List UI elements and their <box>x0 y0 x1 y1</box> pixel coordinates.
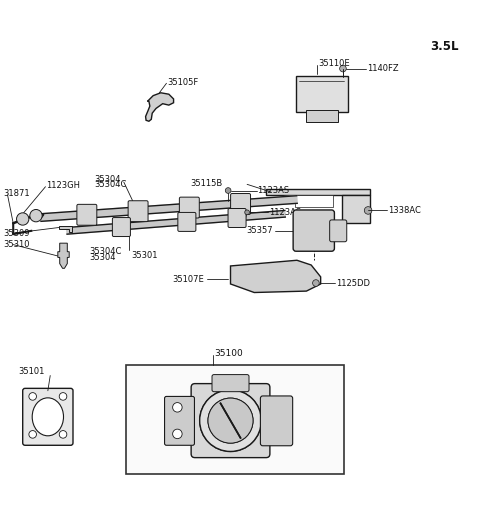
Text: 35101: 35101 <box>18 367 45 376</box>
FancyBboxPatch shape <box>296 76 348 112</box>
Circle shape <box>340 65 346 72</box>
Text: 35309: 35309 <box>3 229 30 238</box>
Circle shape <box>312 280 319 286</box>
FancyBboxPatch shape <box>77 205 97 225</box>
Text: 1123AS: 1123AS <box>258 186 289 195</box>
Circle shape <box>59 430 67 438</box>
Circle shape <box>173 403 182 412</box>
Circle shape <box>30 209 42 222</box>
Text: 35107E: 35107E <box>173 275 204 284</box>
Circle shape <box>173 429 182 439</box>
PathPatch shape <box>145 93 174 121</box>
FancyBboxPatch shape <box>128 201 148 222</box>
FancyBboxPatch shape <box>165 396 194 445</box>
Text: 1125DD: 1125DD <box>336 279 370 288</box>
Text: 35304: 35304 <box>94 174 120 183</box>
Circle shape <box>245 210 250 215</box>
Polygon shape <box>40 196 297 222</box>
Text: 35100: 35100 <box>215 349 243 358</box>
Text: 35304C: 35304C <box>89 247 121 256</box>
Text: 31871: 31871 <box>3 189 30 198</box>
FancyBboxPatch shape <box>306 110 338 122</box>
Circle shape <box>29 393 36 400</box>
Polygon shape <box>59 226 72 232</box>
Ellipse shape <box>32 398 63 436</box>
FancyBboxPatch shape <box>330 220 347 242</box>
FancyBboxPatch shape <box>228 208 246 227</box>
Text: 35301: 35301 <box>131 252 157 260</box>
Circle shape <box>59 393 67 400</box>
Text: 35105F: 35105F <box>168 78 199 87</box>
Text: 1140FZ: 1140FZ <box>367 64 398 73</box>
FancyBboxPatch shape <box>212 375 249 392</box>
Ellipse shape <box>200 390 261 452</box>
Polygon shape <box>230 260 321 293</box>
FancyBboxPatch shape <box>178 213 196 232</box>
FancyBboxPatch shape <box>23 388 73 445</box>
Text: 35310: 35310 <box>3 240 30 249</box>
Text: 35304: 35304 <box>89 253 116 262</box>
Ellipse shape <box>208 398 253 443</box>
Ellipse shape <box>208 398 253 443</box>
Polygon shape <box>342 195 371 223</box>
Circle shape <box>364 207 372 214</box>
FancyBboxPatch shape <box>230 193 251 215</box>
Text: 35357: 35357 <box>247 226 273 235</box>
Circle shape <box>16 213 29 225</box>
Text: 35115B: 35115B <box>190 179 222 188</box>
Ellipse shape <box>200 390 261 452</box>
Bar <box>126 365 344 474</box>
FancyBboxPatch shape <box>180 197 199 218</box>
Circle shape <box>29 430 36 438</box>
Text: 35110E: 35110E <box>318 59 349 68</box>
Polygon shape <box>67 210 285 234</box>
FancyBboxPatch shape <box>293 210 335 251</box>
Polygon shape <box>58 243 69 268</box>
FancyBboxPatch shape <box>191 384 270 457</box>
Text: 1338AC: 1338AC <box>388 206 421 215</box>
FancyBboxPatch shape <box>261 396 293 446</box>
Text: 1123AS: 1123AS <box>269 208 301 217</box>
Text: 3.5L: 3.5L <box>430 40 458 52</box>
Circle shape <box>225 188 231 193</box>
FancyBboxPatch shape <box>112 217 131 236</box>
Bar <box>295 195 333 207</box>
Text: 1123GH: 1123GH <box>47 181 81 190</box>
Polygon shape <box>266 189 371 195</box>
Text: 35304C: 35304C <box>94 180 126 189</box>
